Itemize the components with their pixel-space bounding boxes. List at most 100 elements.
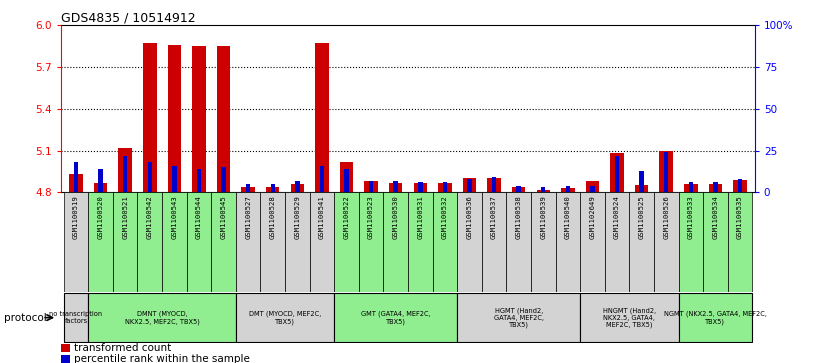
Text: GSM1100530: GSM1100530 <box>392 195 399 239</box>
Text: GMT (GATA4, MEF2C,
TBX5): GMT (GATA4, MEF2C, TBX5) <box>361 311 431 325</box>
Bar <box>586 181 599 192</box>
Bar <box>335 293 457 342</box>
Bar <box>118 148 132 192</box>
Bar <box>605 192 629 292</box>
Bar <box>167 45 181 192</box>
Text: GSM1100541: GSM1100541 <box>319 195 325 239</box>
Bar <box>531 192 556 292</box>
Bar <box>94 183 108 192</box>
Bar <box>561 188 574 192</box>
Bar <box>640 171 644 192</box>
Bar <box>659 151 673 192</box>
Text: GSM1100526: GSM1100526 <box>663 195 669 239</box>
Bar <box>487 179 501 192</box>
Bar <box>654 192 679 292</box>
Bar <box>408 192 432 292</box>
Text: GSM1100542: GSM1100542 <box>147 195 153 239</box>
Bar <box>290 184 304 192</box>
Text: HNGMT (Hand2,
NKX2.5, GATA4,
MEF2C, TBX5): HNGMT (Hand2, NKX2.5, GATA4, MEF2C, TBX5… <box>603 307 656 328</box>
Bar <box>432 192 457 292</box>
Bar <box>614 156 619 192</box>
Bar <box>418 182 423 192</box>
Bar <box>734 180 747 192</box>
Text: GSM1100538: GSM1100538 <box>516 195 521 239</box>
Bar <box>123 156 127 192</box>
Text: transformed count: transformed count <box>74 343 171 353</box>
Bar <box>88 293 236 342</box>
Text: HGMT (Hand2,
GATA4, MEF2C,
TBX5): HGMT (Hand2, GATA4, MEF2C, TBX5) <box>494 307 543 328</box>
Bar <box>713 182 717 192</box>
Bar <box>536 189 550 192</box>
Text: GSM1100520: GSM1100520 <box>98 195 104 239</box>
Bar <box>295 181 299 192</box>
Bar <box>629 192 654 292</box>
Bar <box>364 181 378 192</box>
Bar <box>344 169 348 192</box>
Bar <box>517 186 521 192</box>
Text: GSM1100544: GSM1100544 <box>196 195 202 239</box>
Bar <box>457 293 580 342</box>
Text: GSM1100533: GSM1100533 <box>688 195 694 239</box>
Text: no transcription
factors: no transcription factors <box>50 311 103 324</box>
Bar <box>664 152 668 192</box>
Text: GSM1100528: GSM1100528 <box>270 195 276 239</box>
Bar <box>69 174 82 192</box>
Text: GSM1100539: GSM1100539 <box>540 195 546 239</box>
Bar <box>113 192 137 292</box>
Bar <box>236 293 335 342</box>
Bar <box>512 187 526 192</box>
Bar <box>684 184 698 192</box>
Bar <box>369 181 373 192</box>
Bar <box>728 192 752 292</box>
Bar <box>335 192 359 292</box>
Bar <box>689 182 693 192</box>
Bar <box>315 44 329 192</box>
Text: GSM1100527: GSM1100527 <box>245 195 251 239</box>
Bar <box>438 183 452 192</box>
Text: GSM1100525: GSM1100525 <box>639 195 645 239</box>
Text: GSM1100545: GSM1100545 <box>220 195 227 239</box>
Bar <box>320 166 324 192</box>
Bar <box>679 293 752 342</box>
Text: GDS4835 / 10514912: GDS4835 / 10514912 <box>61 11 196 24</box>
Text: percentile rank within the sample: percentile rank within the sample <box>74 354 250 363</box>
Text: GSM1100540: GSM1100540 <box>565 195 571 239</box>
Bar <box>61 344 70 352</box>
Bar <box>271 184 275 192</box>
Bar <box>708 184 722 192</box>
Bar <box>64 293 88 342</box>
Bar <box>703 192 728 292</box>
Text: GSM1100524: GSM1100524 <box>614 195 620 239</box>
Bar <box>246 184 251 192</box>
Text: GSM1100536: GSM1100536 <box>467 195 472 239</box>
Text: DMT (MYOCD, MEF2C,
TBX5): DMT (MYOCD, MEF2C, TBX5) <box>249 311 322 325</box>
Bar <box>236 192 260 292</box>
Bar <box>580 192 605 292</box>
Text: GSM1100529: GSM1100529 <box>295 195 300 239</box>
Bar <box>193 46 206 192</box>
Bar <box>359 192 384 292</box>
Bar <box>457 192 481 292</box>
Bar <box>679 192 703 292</box>
Bar <box>414 183 427 192</box>
Text: GSM1100534: GSM1100534 <box>712 195 718 239</box>
Bar <box>187 192 211 292</box>
Text: GSM1100521: GSM1100521 <box>122 195 128 239</box>
Bar <box>442 182 447 192</box>
Bar <box>309 192 335 292</box>
Bar <box>393 181 398 192</box>
Bar <box>507 192 531 292</box>
Text: GSM1100523: GSM1100523 <box>368 195 374 239</box>
Bar <box>266 187 280 192</box>
Bar <box>389 183 402 192</box>
Bar <box>590 186 595 192</box>
Bar <box>541 187 545 192</box>
Bar <box>137 192 162 292</box>
Text: DMNT (MYOCD,
NKX2.5, MEF2C, TBX5): DMNT (MYOCD, NKX2.5, MEF2C, TBX5) <box>125 311 199 325</box>
Text: NGMT (NKX2.5, GATA4, MEF2C,
TBX5): NGMT (NKX2.5, GATA4, MEF2C, TBX5) <box>664 311 767 325</box>
Text: GSM1100535: GSM1100535 <box>737 195 743 239</box>
Bar <box>242 187 255 192</box>
Text: GSM1102649: GSM1102649 <box>589 195 596 239</box>
Bar <box>610 154 623 192</box>
Text: GSM1100543: GSM1100543 <box>171 195 177 239</box>
